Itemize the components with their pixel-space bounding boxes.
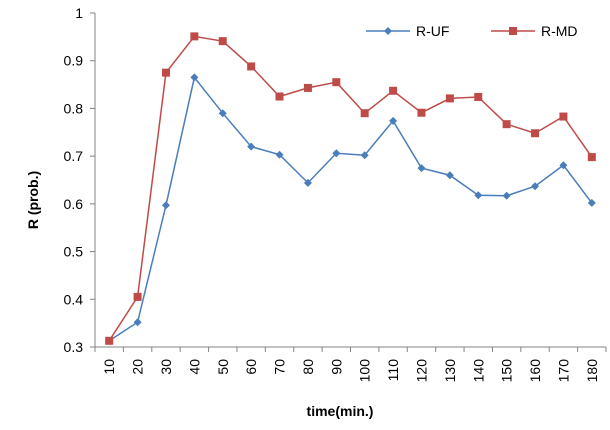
x-tick-label: 60 — [243, 359, 259, 375]
data-point — [389, 86, 398, 95]
data-point — [303, 83, 312, 92]
y-tick-label: 0.3 — [64, 339, 84, 355]
series-line — [108, 75, 593, 342]
x-tick-label: 180 — [584, 359, 600, 383]
x-tick-label: 160 — [527, 359, 543, 383]
x-tick-label: 20 — [130, 359, 146, 375]
data-point — [190, 73, 199, 82]
data-point — [360, 109, 369, 118]
data-point — [474, 191, 483, 200]
x-tick-label: 120 — [413, 359, 429, 383]
data-point — [389, 116, 398, 125]
data-point — [474, 92, 483, 101]
y-axis-title: R (prob.) — [25, 171, 41, 229]
data-point — [303, 178, 312, 187]
data-point — [445, 171, 454, 180]
x-axis-title: time(min.) — [307, 403, 374, 419]
data-point — [247, 62, 256, 71]
data-point — [218, 37, 227, 46]
x-tick-label: 90 — [328, 359, 344, 375]
legend-item-r-md: R-MD — [491, 23, 578, 39]
data-point — [559, 161, 568, 170]
data-point — [502, 120, 511, 129]
x-tick-label: 30 — [158, 359, 174, 375]
x-tick-label: 100 — [357, 359, 373, 383]
x-tick-label: 110 — [385, 359, 401, 382]
data-point — [161, 201, 170, 210]
data-point — [133, 318, 142, 327]
data-point — [275, 92, 284, 101]
legend-label: R-UF — [416, 23, 449, 39]
data-point — [587, 198, 596, 207]
data-point — [247, 142, 256, 151]
y-tick-label: 0.8 — [64, 100, 84, 116]
y-tick-label: 0.5 — [64, 244, 84, 260]
x-tick-label: 170 — [555, 359, 571, 383]
data-point — [445, 94, 454, 103]
x-tick-label: 10 — [101, 359, 117, 375]
y-axis-ticks: 0.3 0.4 0.5 0.6 0.7 0.8 0.9 1 — [64, 5, 95, 355]
data-point — [161, 68, 170, 77]
x-tick-label: 140 — [470, 359, 486, 383]
series-line — [108, 35, 593, 342]
data-point — [559, 112, 568, 121]
data-point — [190, 32, 199, 41]
data-point — [133, 292, 142, 301]
data-point — [587, 153, 596, 162]
data-point — [502, 191, 511, 200]
chart-legend: R-UF R-MD — [366, 23, 578, 39]
x-tick-label: 40 — [186, 359, 202, 375]
data-point — [218, 109, 227, 118]
data-point — [332, 78, 341, 87]
data-point — [417, 164, 426, 173]
y-tick-label: 0.4 — [64, 291, 84, 307]
y-tick-label: 0.7 — [64, 148, 84, 164]
data-point — [332, 149, 341, 158]
data-point — [360, 151, 369, 160]
series-r-md — [105, 32, 596, 345]
x-tick-label: 80 — [300, 359, 316, 375]
x-tick-label: 130 — [442, 359, 458, 383]
legend-item-r-uf: R-UF — [366, 23, 449, 39]
x-tick-label: 150 — [499, 359, 515, 383]
data-point — [531, 182, 540, 191]
series-r-uf — [105, 73, 596, 345]
y-tick-label: 0.6 — [64, 196, 84, 212]
data-point — [105, 336, 114, 345]
legend-marker — [509, 27, 517, 35]
data-point — [417, 108, 426, 117]
data-point — [275, 150, 284, 159]
data-point — [531, 129, 540, 138]
legend-marker — [384, 27, 392, 35]
y-tick-label: 1 — [75, 5, 83, 21]
x-tick-label: 50 — [215, 359, 231, 375]
x-axis-ticks: 10 20 30 40 50 60 70 80 90 100 110 120 130 140 150 160 1… — [94, 347, 607, 383]
series-layer — [105, 32, 596, 345]
x-tick-label: 70 — [272, 359, 288, 375]
legend-label: R-MD — [541, 23, 578, 39]
y-tick-label: 0.9 — [64, 53, 84, 69]
